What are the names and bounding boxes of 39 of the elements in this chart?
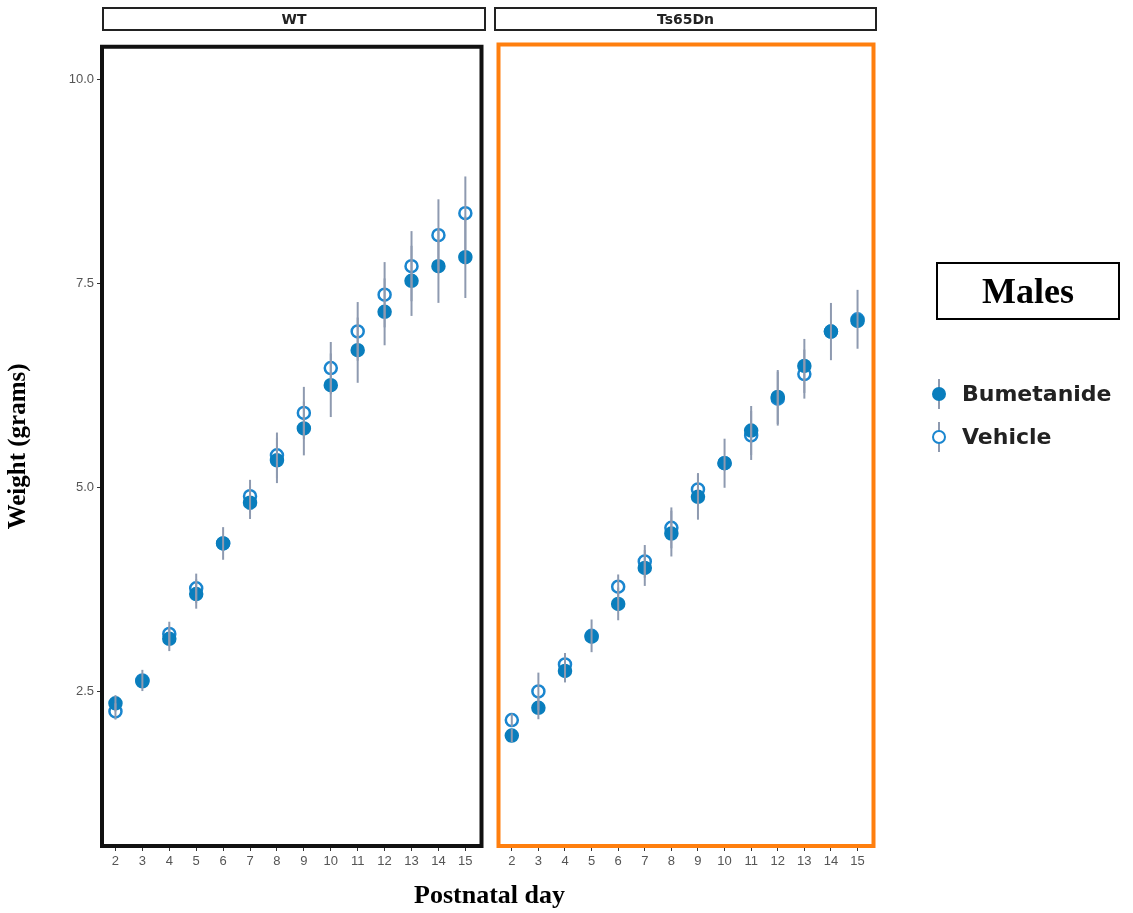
x-tick-label: 6: [614, 853, 622, 869]
x-tick-label: 3: [534, 853, 543, 869]
y-tick-label: 10.0: [68, 71, 94, 86]
x-tick-label: 7: [641, 853, 649, 869]
x-tick-label: 2: [111, 853, 120, 869]
y-axis-title: Weight (grams): [3, 363, 32, 530]
y-tick-label: 2.5: [75, 682, 94, 698]
x-tick-label: 9: [694, 853, 702, 869]
x-tick-label: 5: [192, 853, 200, 869]
x-tick-label: 13: [797, 853, 812, 869]
x-tick-label: 6: [219, 853, 227, 869]
legend-title: Males: [936, 262, 1120, 320]
x-axis-title: Postnatal day: [413, 880, 566, 910]
x-tick-label: 2: [508, 853, 516, 869]
x-tick-label: 4: [561, 853, 569, 869]
y-tick-label: 5.0: [75, 478, 94, 494]
legend-label: Bumetanide: [962, 381, 1112, 406]
x-tick-label: 11: [350, 853, 365, 869]
x-tick-label: 12: [377, 853, 392, 869]
legend-label: Vehicle: [962, 424, 1052, 449]
x-tick-label: 3: [138, 853, 146, 869]
x-tick-label: 8: [273, 853, 281, 869]
x-tick-label: 10: [717, 853, 732, 869]
x-tick-label: 8: [667, 853, 675, 869]
x-tick-label: 5: [587, 853, 596, 869]
y-tick-label: 7.5: [75, 274, 94, 290]
x-tick-label: 9: [300, 853, 308, 869]
x-tick-label: 14: [431, 853, 446, 869]
x-tick-label: 15: [850, 853, 865, 869]
x-tick-label: 4: [165, 853, 173, 869]
x-tick-label: 12: [770, 853, 785, 869]
x-tick-label: 15: [458, 853, 473, 869]
chart-title: Ts65Dn: [494, 7, 877, 31]
x-tick-label: 14: [823, 853, 839, 869]
x-tick-label: 11: [744, 853, 758, 869]
x-tick-label: 7: [246, 853, 254, 869]
x-tick-label: 13: [404, 853, 419, 869]
x-tick-label: 10: [323, 853, 339, 869]
chart-title: WT: [102, 7, 486, 31]
